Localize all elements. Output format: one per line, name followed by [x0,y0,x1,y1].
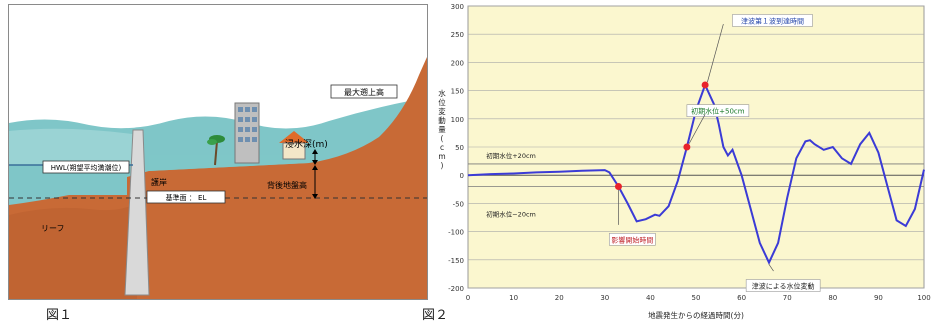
y-tick-label: 50 [455,144,464,152]
y-label-char: 水 [438,88,446,98]
x-tick-label: 90 [874,294,883,302]
datum-label: 基準面 ： EL [166,193,207,202]
x-tick-label: 70 [783,294,792,302]
x-tick-label: 80 [828,294,837,302]
figure2-caption: 図２ [422,308,449,323]
y-label-char: ( [441,134,444,143]
y-tick-label: 150 [451,88,464,96]
initial-level-annotation-box [686,104,750,117]
max-runup-label: 最大遡上高 [344,87,384,97]
y-tick-label: -150 [448,257,464,265]
x-tick-labels: 0 10 20 30 40 50 60 70 80 90 100 [466,294,931,302]
seawall-structure [124,129,150,296]
figure1-panel: 最大遡上高 浸水深(m) HWL(朔望平均満潮位) 護岸 背後地盤高 基準面 ：… [8,4,428,300]
y-tick-label: 200 [451,59,464,67]
figure2-panel: 初期水位+20cm 初期水位−20cm 300 250 200 150 100 50 0 -50… [432,0,944,326]
figure1-caption: 図１ [46,308,73,323]
building [234,102,260,164]
x-tick-label: 20 [555,294,564,302]
y-tick-label: 250 [451,31,464,39]
series-line [467,82,925,265]
y-label-char: 動 [438,116,446,125]
x-tick-label: 50 [692,294,701,302]
reference-lines: 初期水位+20cm 初期水位−20cm [468,151,924,218]
y-tick-labels: 300 250 200 150 100 50 0 -50 -100 -150 -200 [448,3,464,293]
reef-shape [9,203,137,299]
x-tick-label: 10 [509,294,518,302]
y-tick-label: -100 [448,229,464,237]
x-tick-label: 40 [646,294,655,302]
max-wave-leader [707,23,724,83]
y-tick-label: 100 [451,116,464,124]
y-label-char: 位 [438,97,446,107]
x-tick-label: 60 [737,294,746,302]
x-tick-label: 30 [600,294,609,302]
reference-line-label: 初期水位+20cm [486,151,536,160]
house [282,142,306,160]
hwl-label: HWL(朔望平均満潮位) [51,163,122,172]
initial-level-leader [688,114,706,144]
y-label-char: m [438,152,445,161]
max-wave-annotation: 津波第１波到達時間 [741,16,804,25]
reef-label: リーフ [41,224,65,233]
arrival-start-annotation: 影響開始時間 [611,235,653,244]
ground-height-label: 背後地盤高 [267,180,307,190]
variation-annotation-box [745,279,821,292]
x-axis-label: 地震発生からの経過時間(分) [648,310,744,320]
y-label-char: 量 [438,125,446,134]
grid-lines [468,5,924,289]
cross-section-diagram: 最大遡上高 浸水深(m) HWL(朔望平均満潮位) 護岸 背後地盤高 基準面 ：… [9,5,427,299]
y-label-char: 変 [438,106,446,116]
data-marker [614,182,622,190]
sea-band [9,128,139,165]
variation-leader [768,264,774,272]
max-wave-annotation-box [732,14,813,27]
data-marker [683,143,691,151]
y-tick-label: 300 [451,3,464,11]
arrival-start-annotation-box [609,232,656,246]
reference-line-label: 初期水位−20cm [486,209,536,218]
y-tick-label: -200 [448,285,464,293]
x-tick-label: 100 [917,294,930,302]
inundation-depth-label: 浸水深(m) [285,138,328,150]
y-label-char: c [440,143,444,152]
seawall-label: 護岸 [151,177,167,187]
variation-annotation: 津波による水位変動 [752,282,815,291]
initial-level-annotation: 初期水位+50cm [691,107,745,116]
data-marker [701,81,709,89]
y-tick-label: 0 [460,172,464,180]
data-markers [614,81,709,190]
palm-tree [214,140,218,166]
x-tick-label: 0 [466,294,470,302]
house-roof [279,131,309,143]
y-tick-label: -50 [453,200,464,208]
inundation-water [149,155,309,171]
y-label-char: ) [441,161,444,170]
